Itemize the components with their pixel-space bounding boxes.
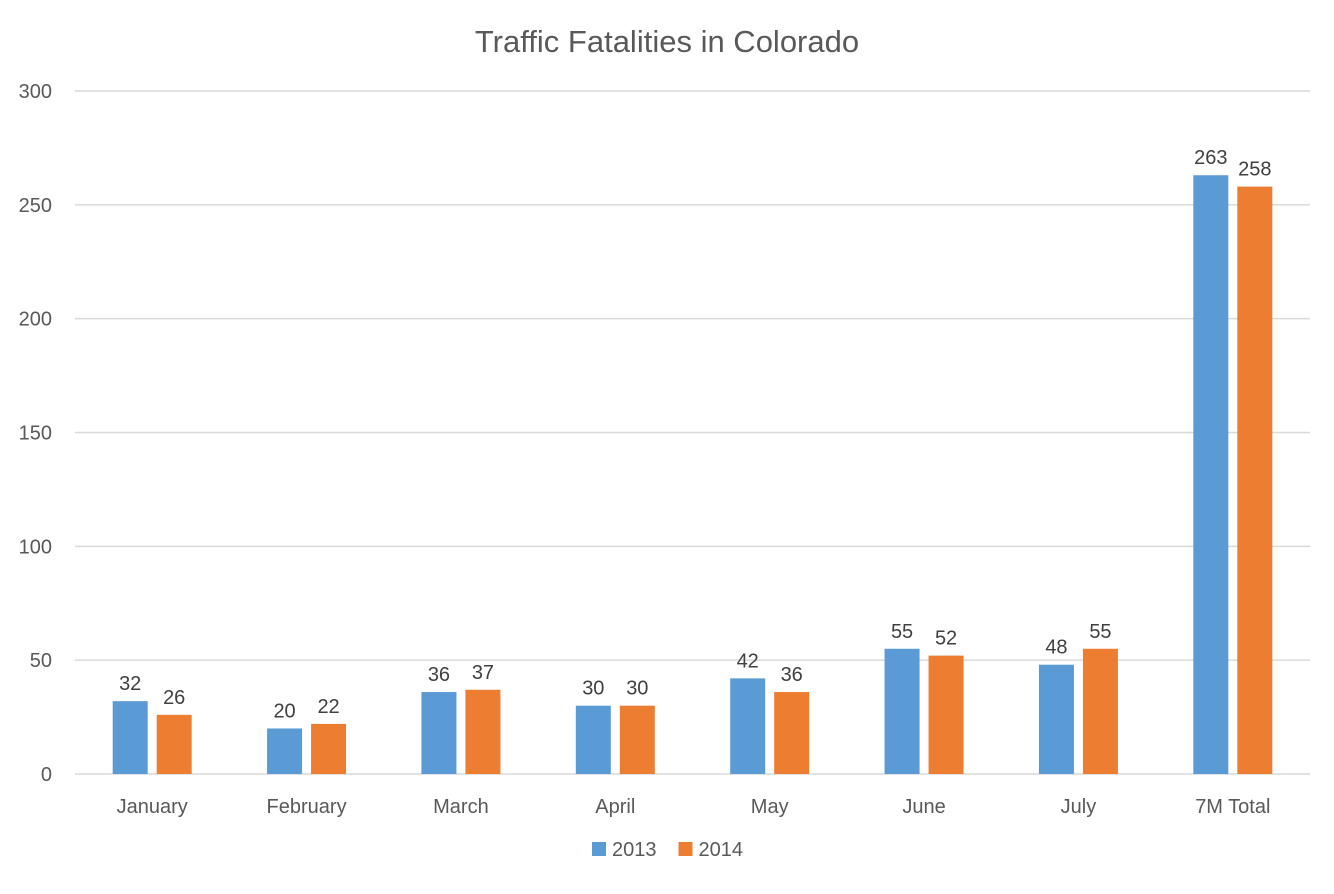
bar-2014-2 <box>465 689 501 774</box>
bar-2014-0 <box>156 714 192 774</box>
data-labels: 32 26 20 22 36 37 30 30 42 36 55 52 48 55 263 258 <box>119 147 1271 722</box>
bar-2014-6 <box>1082 648 1118 774</box>
y-tick-label: 250 <box>19 195 52 217</box>
y-tick-label: 300 <box>19 81 52 103</box>
data-label: 263 <box>1194 147 1227 169</box>
data-label: 22 <box>317 696 339 718</box>
data-label: 36 <box>428 664 450 686</box>
y-tick-label: 0 <box>41 764 52 786</box>
y-axis-ticks: 0 50 100 150 200 250 300 <box>19 81 52 786</box>
gridlines <box>75 90 1310 775</box>
legend-label: 2014 <box>699 839 744 861</box>
data-label: 52 <box>935 628 957 650</box>
data-label: 20 <box>273 700 295 722</box>
data-label: 30 <box>582 678 604 700</box>
bar-2014-5 <box>928 655 964 774</box>
bar-2013-7 <box>1193 175 1229 774</box>
y-tick-label: 150 <box>19 423 52 445</box>
bar-2013-1 <box>267 728 303 774</box>
legend-item-2013[interactable]: 2013 <box>592 839 657 861</box>
data-label: 36 <box>781 664 803 686</box>
chart-title: Traffic Fatalities in Colorado <box>475 24 859 59</box>
data-label: 30 <box>626 678 648 700</box>
legend-swatch <box>678 842 693 856</box>
data-label: 37 <box>472 662 494 684</box>
bar-2013-0 <box>112 701 148 774</box>
x-category-label: June <box>902 796 945 818</box>
bars <box>112 175 1273 774</box>
x-axis-categories: January February March April May June July 7M T… <box>117 796 1271 818</box>
legend-swatch <box>592 842 606 856</box>
bar-2013-5 <box>884 648 920 774</box>
data-label: 32 <box>119 673 141 695</box>
y-tick-label: 50 <box>30 650 52 672</box>
x-category-label: March <box>433 796 489 818</box>
data-label: 55 <box>891 621 913 643</box>
data-label: 55 <box>1089 621 1111 643</box>
x-category-label: 7M Total <box>1195 796 1270 818</box>
x-category-label: February <box>267 796 347 818</box>
x-category-label: January <box>117 796 188 818</box>
y-tick-label: 200 <box>19 309 52 331</box>
x-category-label: May <box>751 796 789 818</box>
bar-2014-1 <box>311 723 347 774</box>
data-label: 258 <box>1238 159 1271 181</box>
x-category-label: July <box>1061 796 1097 818</box>
x-category-label: April <box>595 796 635 818</box>
bar-2014-3 <box>619 705 655 774</box>
data-label: 42 <box>737 650 759 672</box>
legend[interactable]: 2013 2014 <box>592 839 743 861</box>
bar-2013-2 <box>421 692 457 774</box>
bar-2013-3 <box>575 705 611 774</box>
bar-2013-4 <box>730 678 766 774</box>
legend-item-2014[interactable]: 2014 <box>678 839 744 861</box>
legend-label: 2013 <box>612 839 657 861</box>
y-tick-label: 100 <box>19 536 52 558</box>
bar-2014-4 <box>774 692 810 774</box>
bar-2013-6 <box>1038 664 1074 774</box>
bar-2014-7 <box>1237 186 1273 774</box>
data-label: 26 <box>163 687 185 709</box>
data-label: 48 <box>1045 637 1067 659</box>
